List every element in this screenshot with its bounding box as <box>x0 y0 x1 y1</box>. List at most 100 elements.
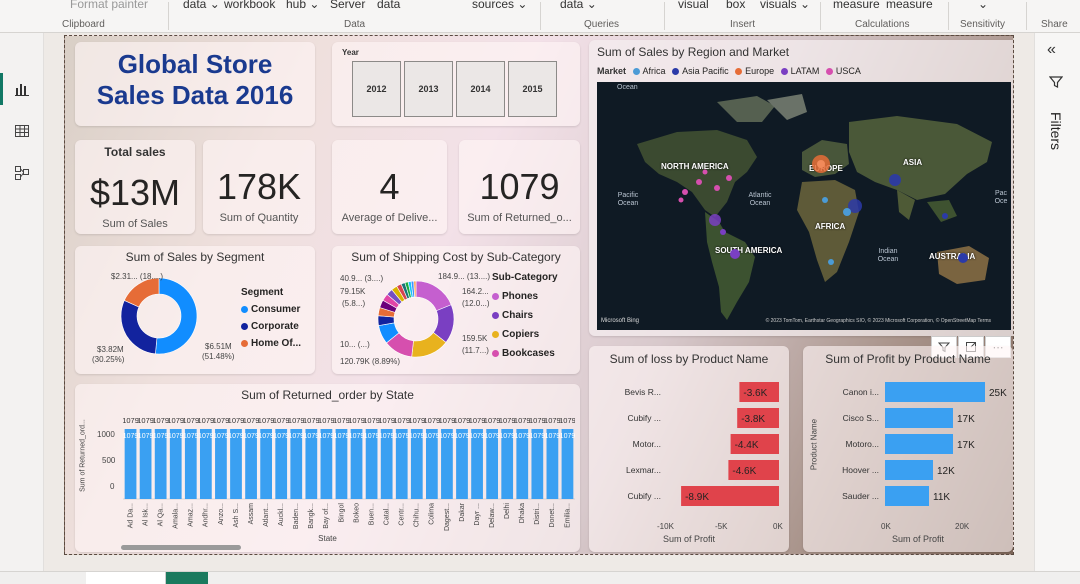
map-bubble-asia-pacific[interactable] <box>848 199 862 213</box>
map-bubble-africa[interactable] <box>843 208 851 216</box>
state-bar[interactable] <box>486 429 499 499</box>
excel-workbook-button[interactable]: workbook <box>224 0 276 11</box>
loss-bar[interactable] <box>681 486 779 506</box>
state-bar[interactable] <box>320 429 333 499</box>
legend-africa[interactable]: Africa <box>632 66 666 76</box>
kpi-card-total-sales[interactable]: Total sales $13M Sum of Sales <box>75 140 195 234</box>
new-visual-button[interactable]: visual <box>678 0 709 11</box>
legend-phones[interactable]: Phones <box>492 287 558 306</box>
state-bar[interactable] <box>501 429 514 499</box>
map-attribution[interactable]: © 2023 TomTom, Earthstar Geographics SIO… <box>765 318 991 324</box>
state-bar[interactable] <box>139 429 152 499</box>
data-hub-button[interactable]: hub ⌄ <box>286 0 320 11</box>
year-button-2014[interactable]: 2014 <box>456 61 505 117</box>
state-bar[interactable] <box>290 429 303 499</box>
state-bar[interactable] <box>365 429 378 499</box>
loss-bar[interactable] <box>728 460 779 480</box>
state-bar[interactable] <box>456 429 468 499</box>
map-bubble-usca[interactable] <box>678 197 684 203</box>
add-page-button[interactable] <box>166 572 208 584</box>
quick-measure-button[interactable]: measure <box>886 0 933 11</box>
state-bar[interactable] <box>471 429 483 499</box>
loss-bar[interactable] <box>737 408 779 428</box>
profit-bar[interactable] <box>885 408 953 428</box>
format-painter-button[interactable]: Format painter <box>70 0 149 11</box>
world-map[interactable]: Ocean Pacific Ocean Atlantic Ocean India… <box>597 82 1011 330</box>
filters-label-wrap[interactable]: Filters <box>1041 95 1071 175</box>
state-bar[interactable] <box>215 429 227 499</box>
map-bubble-usca[interactable] <box>726 175 732 181</box>
map-bubble-asia-pacific[interactable] <box>889 174 901 186</box>
shipping-chart[interactable]: Sum of Shipping Cost by Sub-Category 40.… <box>332 246 580 374</box>
state-bar[interactable] <box>561 429 574 499</box>
slice-home-of[interactable] <box>123 277 160 308</box>
refresh-data-button[interactable]: data ⌄ <box>560 0 597 11</box>
state-bar[interactable] <box>199 429 212 499</box>
legend-bookcases[interactable]: Bookcases <box>492 344 558 363</box>
donut-slice[interactable] <box>413 280 417 298</box>
profit-bar[interactable] <box>885 434 953 454</box>
legend-chairs[interactable]: Chairs <box>492 306 558 325</box>
map-bubble-latam[interactable] <box>709 214 721 226</box>
state-bar[interactable] <box>275 429 288 499</box>
year-button-2012[interactable]: 2012 <box>352 61 401 117</box>
loss-chart[interactable]: Sum of loss by Product Name Bevis R... -3… <box>589 346 789 552</box>
loss-bar[interactable] <box>739 382 779 402</box>
donut-slice[interactable] <box>415 280 452 312</box>
state-bar[interactable] <box>410 429 423 499</box>
state-bar[interactable] <box>546 429 559 499</box>
state-bar[interactable] <box>305 429 318 499</box>
state-bar[interactable] <box>169 429 182 499</box>
state-bar[interactable] <box>531 429 544 499</box>
map-bubble-usca[interactable] <box>696 179 702 185</box>
year-button-2013[interactable]: 2013 <box>404 61 453 117</box>
kpi-card-quantity[interactable]: 178K Sum of Quantity <box>203 140 315 234</box>
loss-bar[interactable] <box>730 434 779 454</box>
kpi-card-delivery[interactable]: 4 Average of Delive... <box>332 140 447 234</box>
profit-bar[interactable] <box>885 486 929 506</box>
map-bubble-asia-pacific[interactable] <box>942 213 948 219</box>
legend-latam[interactable]: LATAM <box>780 66 819 76</box>
report-view-icon[interactable] <box>8 75 36 103</box>
segment-chart[interactable]: Sum of Sales by Segment $2.31... (18....… <box>75 246 315 374</box>
more-visuals-button[interactable]: visuals ⌄ <box>760 0 811 11</box>
new-measure-button[interactable]: measure <box>833 0 880 11</box>
state-bar[interactable] <box>441 429 453 499</box>
get-data-button[interactable]: data ⌄ <box>183 0 220 11</box>
state-bar[interactable] <box>230 429 242 499</box>
map-bubble-usca[interactable] <box>714 185 720 191</box>
legend-home-office[interactable]: Home Of... <box>241 335 301 352</box>
state-bar[interactable] <box>245 429 257 499</box>
state-bar[interactable] <box>335 429 348 499</box>
state-chart[interactable]: Sum of Returned_order by State Sum of Re… <box>75 384 580 552</box>
page-tab[interactable] <box>86 572 166 584</box>
map-bubble-usca[interactable] <box>702 169 708 175</box>
state-bar[interactable] <box>380 429 393 499</box>
state-bar[interactable] <box>184 429 197 499</box>
year-button-2015[interactable]: 2015 <box>508 61 557 117</box>
map-bubble-europe[interactable] <box>817 160 825 168</box>
map-bubble-usca[interactable] <box>682 189 688 195</box>
state-bar[interactable] <box>425 429 438 499</box>
legend-consumer[interactable]: Consumer <box>241 301 301 318</box>
text-box-button[interactable]: box <box>726 0 746 11</box>
map-bubble-africa[interactable] <box>828 259 834 265</box>
state-bar[interactable] <box>124 429 137 499</box>
map-chart[interactable]: Sum of Sales by Region and Market Market… <box>589 40 1013 336</box>
kpi-card-returned[interactable]: 1079 Sum of Returned_o... <box>459 140 580 234</box>
sql-server-button[interactable]: Server <box>330 0 366 11</box>
slice-consumer[interactable] <box>155 277 198 355</box>
legend-copiers[interactable]: Copiers <box>492 325 558 344</box>
state-bar[interactable] <box>395 429 408 499</box>
profit-bar[interactable] <box>885 460 933 480</box>
sensitivity-dropdown[interactable]: ⌄ <box>978 0 989 11</box>
state-bar[interactable] <box>350 429 363 499</box>
map-bubble-africa[interactable] <box>822 197 828 203</box>
legend-europe[interactable]: Europe <box>735 66 774 76</box>
map-bubble-asia-pacific[interactable] <box>958 253 968 263</box>
state-bar[interactable] <box>260 429 273 499</box>
legend-usca[interactable]: USCA <box>825 66 861 76</box>
horizontal-scrollbar[interactable] <box>121 545 241 550</box>
slice-corporate[interactable] <box>120 300 158 355</box>
state-bar[interactable] <box>154 429 167 499</box>
